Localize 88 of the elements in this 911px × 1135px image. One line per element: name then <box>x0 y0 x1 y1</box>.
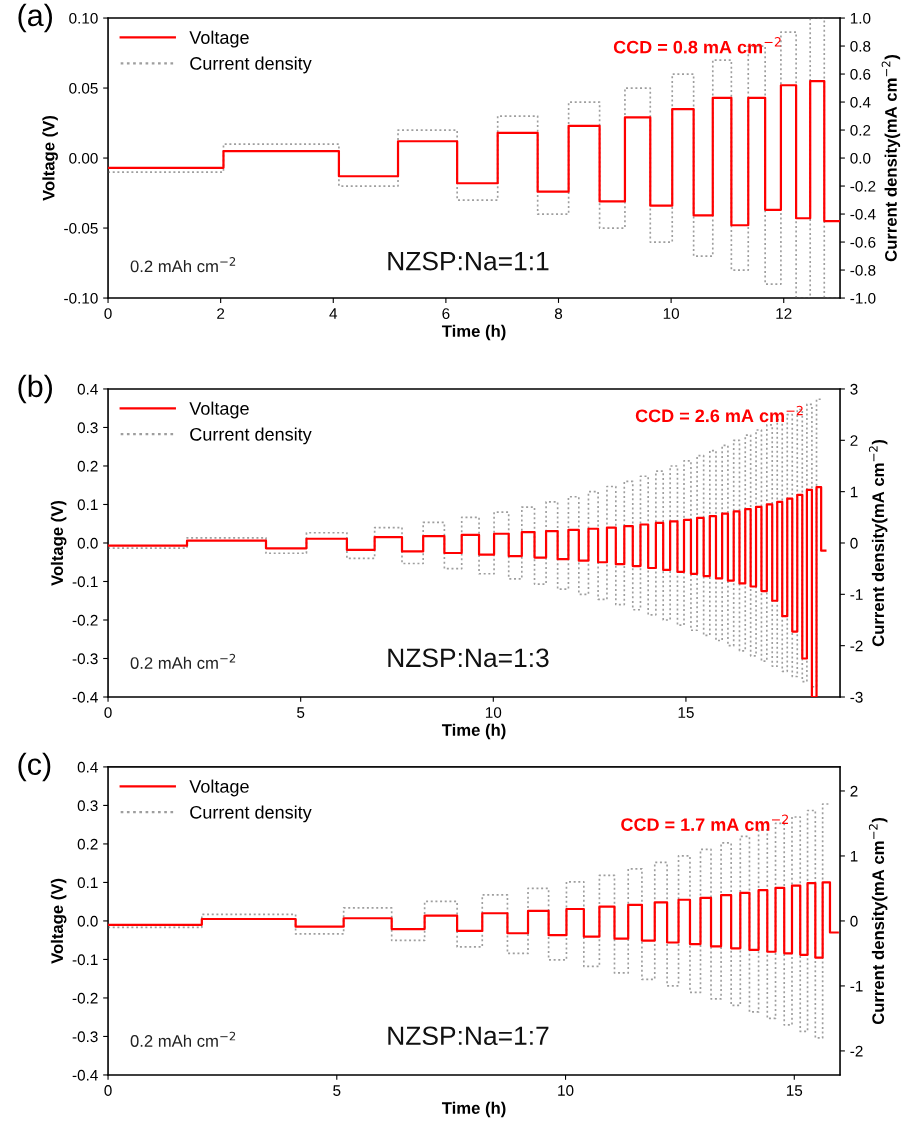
y-tick-label: 0.2 <box>77 460 98 472</box>
legend-label: Voltage <box>189 30 249 48</box>
y2-tick-label: 1.0 <box>850 12 871 24</box>
y-tick-label: 0.1 <box>77 499 98 511</box>
chart-title: (a) <box>18 3 52 33</box>
y-tick-label: 0.3 <box>77 422 98 434</box>
y2-tick-label: 0.4 <box>850 96 871 108</box>
x-tick-label: 0 <box>104 308 112 319</box>
y-tick-label: 0.3 <box>77 800 98 812</box>
y2-tick-label: 0.8 <box>850 40 871 52</box>
y2-tick-label: -0.6 <box>850 236 876 248</box>
annotation: NZSP:Na=1:3 <box>388 648 549 668</box>
y2-tick-label: 0 <box>850 915 858 927</box>
legend-label: Voltage <box>189 401 249 419</box>
y2-tick-label: 0.6 <box>850 68 871 80</box>
y2-tick-label: -1 <box>850 589 863 600</box>
y-tick-label: -0.4 <box>72 691 98 703</box>
y2-tick-label: 0 <box>850 537 858 549</box>
y-tick-label: 0.1 <box>77 877 98 889</box>
y-tick-label: 0.4 <box>77 761 98 773</box>
y2-tick-label: -2 <box>850 640 863 652</box>
legend-label: Current density <box>190 427 312 445</box>
y-tick-label: -0.4 <box>72 1069 98 1081</box>
annotation: NZSP:Na=1:7 <box>388 1026 549 1046</box>
x-tick-label: 10 <box>485 707 502 718</box>
x-tick-label: 15 <box>678 707 694 718</box>
y-tick-label: 0.0 <box>77 537 98 549</box>
y-tick-label: -0.3 <box>72 653 98 665</box>
y2-tick-label: -0.4 <box>850 208 876 220</box>
x-axis-title: Time (h) <box>441 324 506 341</box>
y-tick-label: -0.10 <box>64 292 98 304</box>
x-tick-label: 12 <box>776 308 792 319</box>
y2-tick-label: 1 <box>850 486 858 498</box>
y2-tick-label: -2 <box>850 1045 863 1057</box>
y2-axis-title: Current density(mA cm$^{−2}$) <box>881 55 901 262</box>
y-axis-title: Voltage (V) <box>50 878 67 964</box>
y2-tick-label: 2 <box>850 785 858 797</box>
annotation: 0.2 mAh cm$^{−2}$ <box>130 653 236 669</box>
annotation: NZSP:Na=1:1 <box>388 251 549 271</box>
y2-axis-title: Current density(mA cm$^{−2}$) <box>868 817 888 1025</box>
y-tick-label: -0.2 <box>72 614 98 626</box>
x-tick-label: 0 <box>104 707 112 718</box>
legend-label: Voltage <box>189 779 249 797</box>
y2-tick-label: -1 <box>850 980 863 992</box>
y-axis-title: Voltage (V) <box>42 115 58 201</box>
x-tick-label: 4 <box>329 308 338 319</box>
y-tick-label: 0.2 <box>77 838 98 850</box>
chart-title: (c) <box>18 752 51 782</box>
x-axis-title: Time (h) <box>441 1101 506 1118</box>
y-tick-label: -0.3 <box>72 1031 98 1043</box>
annotation: CCD = 1.7 mA cm$^{−2}$ <box>621 814 788 831</box>
annotation: CCD = 0.8 mA cm$^{−2}$ <box>613 37 781 54</box>
y2-tick-label: 2 <box>850 435 858 446</box>
y-tick-label: -0.2 <box>72 992 98 1004</box>
x-tick-label: 6 <box>442 308 450 319</box>
y-tick-label: 0.00 <box>69 152 98 164</box>
y2-tick-label: 0.0 <box>850 152 871 164</box>
legend-label: Current density <box>190 56 312 74</box>
y2-tick-label: 0.2 <box>850 124 871 136</box>
y-tick-label: -0.1 <box>72 954 98 966</box>
y-tick-label: -0.05 <box>64 222 98 234</box>
y2-tick-label: 1 <box>850 850 858 862</box>
x-tick-label: 5 <box>333 1085 341 1096</box>
x-tick-label: 15 <box>786 1085 803 1096</box>
y2-tick-label: 3 <box>850 383 858 395</box>
y2-axis-title: Current density(mA cm$^{−2}$) <box>868 439 888 647</box>
y2-tick-label: -0.8 <box>850 264 876 276</box>
y2-tick-label: -3 <box>850 691 863 703</box>
y2-tick-label: -1.0 <box>850 292 876 304</box>
y-tick-label: 0.05 <box>69 82 98 94</box>
chart-title: (b) <box>18 374 52 404</box>
y2-tick-label: -0.2 <box>850 180 876 192</box>
annotation: 0.2 mAh cm$^{−2}$ <box>130 1031 236 1047</box>
x-tick-label: 2 <box>217 308 225 319</box>
y-tick-label: 0.4 <box>77 383 98 395</box>
x-tick-label: 10 <box>663 308 680 319</box>
y-tick-label: 0.0 <box>77 915 98 927</box>
x-tick-label: 0 <box>104 1085 112 1096</box>
legend-label: Current density <box>190 805 312 823</box>
y-tick-label: -0.1 <box>72 576 98 588</box>
x-axis-title: Time (h) <box>441 723 506 740</box>
x-tick-label: 10 <box>558 1085 574 1096</box>
annotation: CCD = 2.6 mA cm$^{−2}$ <box>635 405 803 423</box>
y-axis-title: Voltage (V) <box>50 500 67 586</box>
x-tick-label: 5 <box>297 707 305 718</box>
annotation: 0.2 mAh cm$^{−2}$ <box>130 257 236 273</box>
x-tick-label: 8 <box>554 308 563 319</box>
y-tick-label: 0.10 <box>69 12 98 24</box>
